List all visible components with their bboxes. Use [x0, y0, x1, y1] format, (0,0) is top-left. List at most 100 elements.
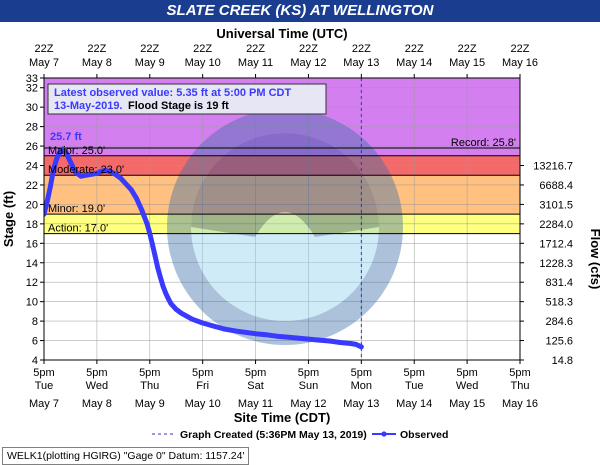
observed-point	[173, 307, 179, 312]
top-tick-day: May 8	[82, 57, 112, 69]
observed-point	[66, 157, 72, 163]
flow-tick-label: 2284.0	[539, 219, 573, 231]
observed-point	[152, 253, 158, 259]
top-tick-time: 22Z	[299, 43, 318, 55]
flow-tick-label: 831.4	[545, 277, 573, 289]
bottom-tick-time: 5pm	[509, 367, 530, 379]
top-tick-day: May 7	[29, 57, 59, 69]
bottom-tick-day: May 8	[82, 398, 112, 410]
observed-point	[327, 338, 332, 344]
bottom-tick-day: May 12	[290, 398, 326, 410]
bottom-tick-day: May 16	[502, 398, 538, 410]
flow-tick-label: 3101.5	[539, 199, 573, 211]
peak-label: 25.7 ft	[50, 131, 82, 143]
observed-point	[163, 290, 169, 296]
threshold-label: Action: 17.0'	[48, 223, 108, 235]
flow-tick-label: 125.6	[545, 336, 573, 348]
bottom-tick-time: 5pm	[33, 367, 54, 379]
bottom-tick-day: May 7	[29, 398, 59, 410]
plot-frame	[43, 77, 521, 361]
top-tick-time: 22Z	[352, 43, 371, 55]
bottom-tick-day: May 15	[449, 398, 485, 410]
observed-point	[57, 149, 63, 155]
observed-point	[128, 187, 134, 193]
threshold-label: Moderate: 23.0'	[48, 164, 124, 176]
observed-point	[232, 328, 237, 334]
observed-point	[200, 320, 206, 326]
observed-point	[47, 184, 53, 190]
latest-value-flood-stage: Flood Stage is 19 ft	[128, 100, 229, 112]
observed-point	[210, 323, 216, 329]
y-tick-label: 30	[26, 102, 38, 114]
y-tick-label: 8	[32, 316, 38, 328]
observed-point	[157, 274, 163, 280]
observed-point	[184, 313, 190, 319]
top-tick-time: 22Z	[193, 43, 212, 55]
observed-point	[144, 221, 150, 227]
y-tick-label: 20	[26, 199, 38, 211]
latest-value-line1: Latest observed value: 5.35 ft at 5:00 P…	[54, 87, 291, 99]
bottom-tick-time: 5pm	[456, 367, 477, 379]
observed-point	[44, 211, 47, 217]
axes: Universal Time (UTC) 22Z May 7 5pm Tue May 7 2…	[1, 26, 600, 425]
observed-point	[189, 316, 195, 322]
bottom-tick-weekday: Tue	[405, 380, 424, 392]
y-tick-label: 28	[26, 122, 38, 134]
bottom-tick-weekday: Thu	[511, 380, 530, 392]
top-tick-day: May 10	[185, 57, 221, 69]
observed-point	[78, 173, 84, 179]
top-tick-day: May 16	[502, 57, 538, 69]
y2-axis-title: Flow (cfs)	[588, 229, 600, 290]
bottom-tick-weekday: Thu	[140, 380, 159, 392]
bottom-tick-day: May 10	[185, 398, 221, 410]
observed-point	[253, 331, 258, 337]
observed-point	[73, 169, 79, 175]
bottom-tick-time: 5pm	[192, 367, 213, 379]
observed-point	[165, 296, 171, 302]
logo-outer-ring	[167, 109, 403, 345]
observed-point	[316, 337, 322, 343]
bottom-tick-time: 5pm	[351, 367, 372, 379]
record-label: Record: 25.8'	[451, 137, 516, 149]
flow-tick-label: 1228.3	[539, 258, 573, 270]
top-axis-title: Universal Time (UTC)	[216, 26, 347, 41]
legend-observed-marker	[381, 431, 387, 437]
observed-point	[155, 265, 161, 271]
observed-point	[221, 326, 227, 332]
y-tick-label: 18	[26, 219, 38, 231]
observed-point	[102, 167, 108, 173]
flow-tick-label: 284.6	[545, 316, 573, 328]
legend-observed-label: Observed	[400, 429, 448, 441]
observed-point	[295, 335, 301, 341]
observed-point	[306, 336, 311, 342]
observed-point	[44, 199, 50, 204]
observed-point	[54, 156, 60, 162]
observed-point	[134, 196, 139, 201]
y-tick-label: 16	[26, 238, 38, 250]
bottom-tick-weekday: Sun	[299, 380, 319, 392]
top-tick-day: May 12	[290, 57, 326, 69]
latest-value-date: 13-May-2019.	[54, 100, 123, 112]
observed-point	[160, 283, 166, 289]
observed-point	[118, 175, 124, 181]
top-tick-day: May 9	[135, 57, 165, 69]
latest-value-box	[47, 83, 327, 115]
y-tick-label: 32	[26, 83, 38, 95]
bottom-tick-time: 5pm	[245, 367, 266, 379]
y-tick-label: 14	[26, 258, 38, 270]
observed-point	[179, 310, 184, 316]
bottom-tick-weekday: Fri	[196, 380, 209, 392]
observed-point	[284, 334, 290, 340]
bottom-tick-time: 5pm	[298, 367, 319, 379]
bottom-tick-day: May 9	[135, 398, 165, 410]
y-tick-label: 10	[26, 297, 38, 309]
observed-point	[274, 333, 280, 339]
observed-point	[60, 146, 66, 152]
bottom-tick-day: May 14	[396, 398, 432, 410]
observed-point	[139, 207, 145, 213]
y-tick-label: 26	[26, 141, 38, 153]
stage-bands	[44, 78, 520, 360]
y-tick-label: 33	[26, 73, 38, 85]
observed-point	[113, 171, 118, 177]
observed-point	[150, 241, 155, 247]
